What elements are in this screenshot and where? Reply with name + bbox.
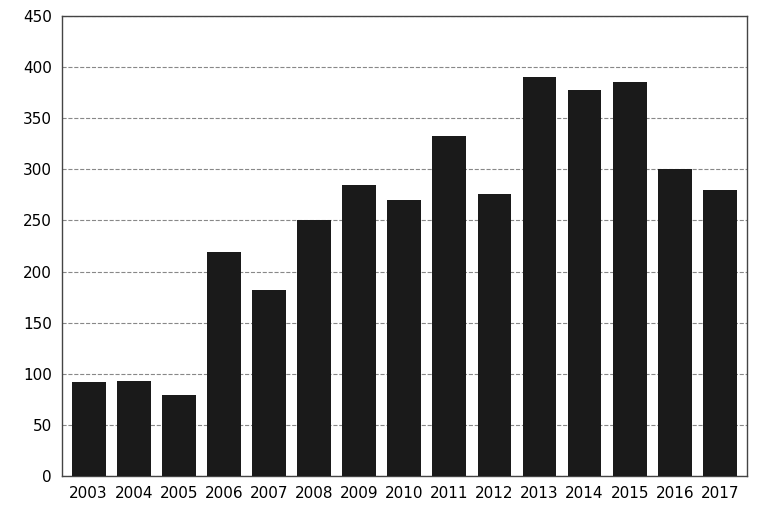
Bar xyxy=(117,381,151,476)
Bar xyxy=(162,395,196,476)
Bar xyxy=(477,194,511,476)
Bar xyxy=(207,252,241,476)
Bar xyxy=(658,169,691,476)
Bar xyxy=(342,185,376,476)
Bar xyxy=(72,382,105,476)
Bar xyxy=(567,89,601,476)
Bar xyxy=(387,200,421,476)
Bar xyxy=(297,221,331,476)
Bar xyxy=(703,190,737,476)
Bar xyxy=(613,83,647,476)
Bar xyxy=(433,135,467,476)
Bar xyxy=(523,77,557,476)
Bar xyxy=(252,290,286,476)
